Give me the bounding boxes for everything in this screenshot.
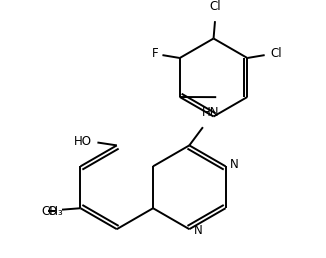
Text: O: O bbox=[48, 205, 57, 217]
Text: F: F bbox=[152, 47, 158, 60]
Text: CH₃: CH₃ bbox=[42, 205, 64, 217]
Text: Cl: Cl bbox=[271, 47, 282, 60]
Text: Cl: Cl bbox=[209, 0, 221, 13]
Text: HN: HN bbox=[202, 106, 220, 119]
Text: N: N bbox=[194, 224, 203, 237]
Text: N: N bbox=[230, 158, 239, 171]
Text: HO: HO bbox=[74, 135, 92, 148]
